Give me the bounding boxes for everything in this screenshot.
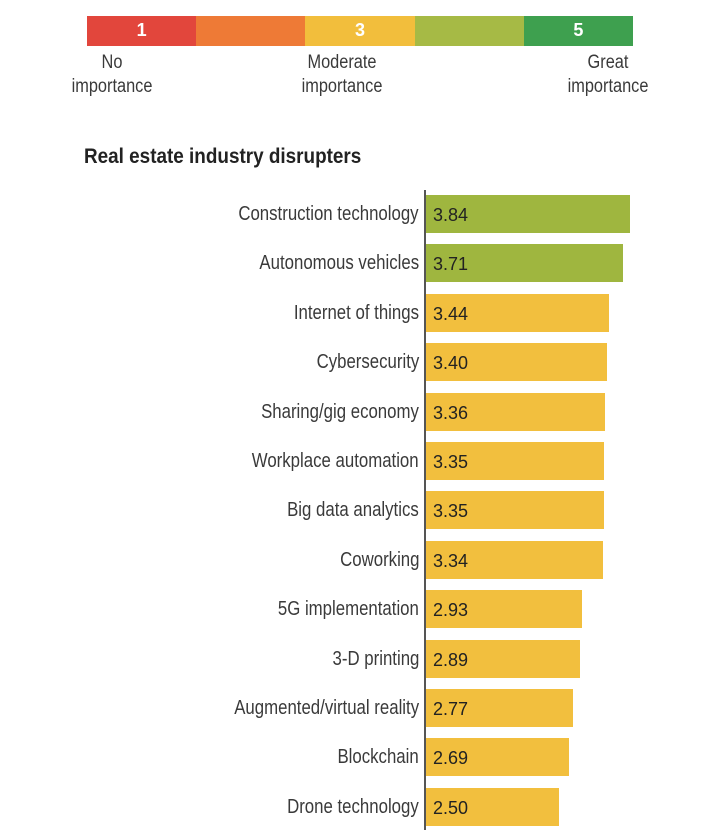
bar — [426, 293, 609, 332]
bar-value-label: 2.89 — [433, 649, 469, 670]
bar-row: Internet of things 3.44 — [0, 293, 711, 332]
bar-label: Big data analytics — [287, 499, 419, 522]
bar-row: Augmented/virtual reality 2.77 — [0, 689, 711, 727]
bar-label: Cybersecurity — [316, 351, 419, 374]
bar-label: 3-D printing — [332, 647, 419, 670]
bar-value-label: 2.50 — [433, 797, 469, 818]
bar-label: Internet of things — [293, 301, 419, 324]
bar-row: Coworking 3.34 — [0, 540, 711, 579]
bar-label: Blockchain — [337, 746, 419, 769]
scale-label-mid-line1: Moderate — [307, 52, 377, 73]
bar-row: Big data analytics 3.35 — [0, 491, 711, 530]
bar-label: Drone technology — [287, 795, 419, 818]
bar-value-label: 3.40 — [433, 353, 469, 374]
bar-row: 5G implementation 2.93 — [0, 590, 711, 629]
bar — [426, 343, 607, 382]
scale-number-1: 1 — [136, 20, 147, 40]
chart-axis-line — [424, 190, 426, 830]
bar-value-label: 3.36 — [433, 402, 469, 423]
bar — [426, 639, 580, 678]
scale-label-high-line1: Great — [587, 52, 629, 73]
scale-label-low-line2: importance — [71, 76, 153, 97]
bar — [426, 540, 604, 579]
scale-label-high-line2: importance — [567, 76, 649, 97]
bar-row: Blockchain 2.69 — [0, 738, 711, 777]
bar-label: Coworking — [339, 548, 419, 571]
scale-number-3: 3 — [355, 20, 366, 40]
bar — [426, 442, 604, 480]
bar-value-label: 2.93 — [433, 600, 469, 621]
bar-label: Sharing/gig economy — [261, 400, 419, 423]
scale-segment-2 — [196, 16, 306, 46]
bar-row: Construction technology 3.84 — [0, 195, 711, 233]
bar-value-label: 2.69 — [433, 748, 469, 769]
bar-value-label: 3.35 — [433, 501, 469, 522]
bar-label: 5G implementation — [277, 598, 419, 621]
scale-label-low: No importance — [43, 51, 181, 99]
bar-label: Construction technology — [238, 203, 419, 225]
bar-row: Cybersecurity 3.40 — [0, 343, 711, 382]
bar — [426, 590, 582, 629]
bar-row: Workplace automation 3.35 — [0, 442, 711, 480]
bar-row: Sharing/gig economy 3.36 — [0, 392, 711, 431]
scale-label-low-line1: No — [101, 52, 123, 73]
bar — [426, 392, 605, 431]
bar — [426, 787, 559, 826]
scale-label-mid: Moderate importance — [273, 51, 411, 99]
bar-value-label: 2.77 — [433, 699, 469, 719]
bar — [426, 195, 630, 233]
scale-segment-1: 1 — [87, 16, 197, 46]
bar-row: 3-D printing 2.89 — [0, 639, 711, 678]
scale-number-5: 5 — [573, 20, 584, 40]
importance-scale: 1 3 5 — [87, 16, 634, 46]
bar — [426, 244, 624, 283]
scale-label-high: Great importance — [539, 51, 677, 99]
chart-title: Real estate industry disrupters — [84, 145, 362, 168]
bar-label: Autonomous vehicles — [259, 252, 419, 275]
bar-row: Autonomous vehicles 3.71 — [0, 244, 711, 283]
bar — [426, 491, 604, 530]
bar-value-label: 3.35 — [433, 452, 469, 472]
scale-segment-3: 3 — [305, 16, 415, 46]
bar-value-label: 3.71 — [433, 254, 469, 275]
bar-value-label: 3.44 — [433, 303, 469, 324]
bar-value-label: 3.34 — [433, 550, 469, 571]
bar — [426, 738, 569, 777]
bar — [426, 689, 574, 727]
scale-segment-4 — [414, 16, 524, 46]
scale-label-mid-line2: importance — [301, 76, 383, 97]
scale-segment-5: 5 — [523, 16, 634, 46]
bar-row: Drone technology 2.50 — [0, 787, 711, 826]
bar-label: Augmented/virtual reality — [234, 697, 419, 719]
bar-label: Workplace automation — [252, 450, 419, 472]
bar-value-label: 3.84 — [433, 205, 469, 225]
